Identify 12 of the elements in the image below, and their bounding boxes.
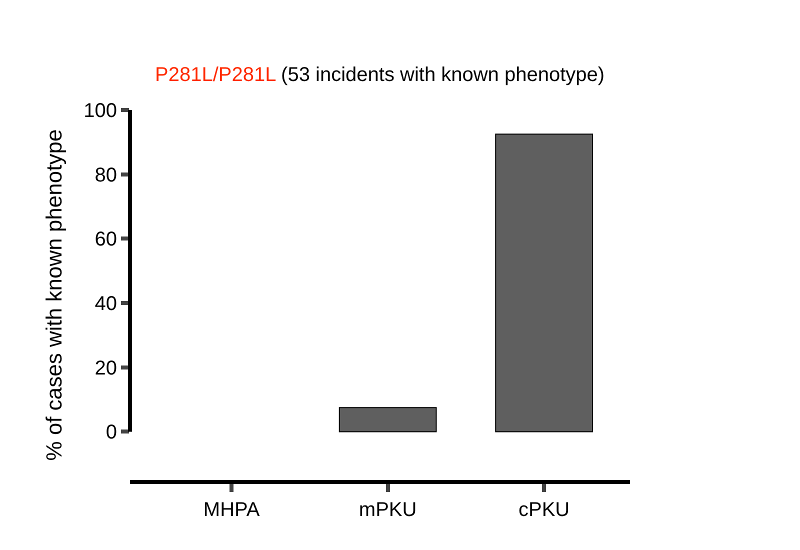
x-tick-label: MHPA — [203, 499, 260, 521]
y-tick-label: 20 — [94, 357, 117, 380]
y-tick-label: 100 — [84, 100, 117, 122]
y-tick-label: 80 — [94, 164, 117, 186]
y-axis-title: % of cases with known phenotype — [41, 129, 66, 461]
x-tick-label: cPKU — [518, 499, 570, 521]
x-tick-label: mPKU — [358, 499, 417, 521]
y-tick-label: 40 — [94, 293, 117, 316]
chart-title: P281L/P281L — [155, 64, 276, 86]
y-tick-label: 0 — [106, 422, 117, 444]
chart-subtitle: (53 incidents with known phenotype) — [281, 64, 605, 86]
y-tick-label: 60 — [94, 228, 117, 251]
